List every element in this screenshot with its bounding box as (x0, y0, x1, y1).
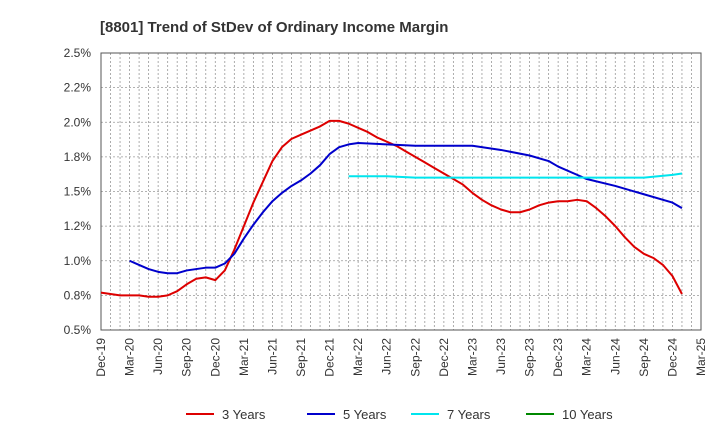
y-tick-label: 0.8% (64, 288, 92, 302)
x-tick-label: Jun-20 (151, 338, 165, 375)
y-tick-label: 2.5% (64, 46, 92, 60)
x-tick-label: Sep-21 (294, 338, 308, 377)
x-tick-label: Sep-23 (523, 338, 537, 377)
x-tick-label: Dec-22 (437, 338, 451, 377)
x-tick-label: Sep-24 (637, 338, 651, 377)
x-tick-label: Mar-22 (351, 338, 365, 376)
x-tick-label: Dec-21 (323, 338, 337, 377)
x-tick-label: Jun-22 (380, 338, 394, 375)
legend-item: 5 Years (307, 407, 387, 422)
y-tick-label: 1.8% (64, 150, 92, 164)
chart-title: [8801] Trend of StDev of Ordinary Income… (100, 19, 448, 36)
x-tick-label: Mar-20 (123, 338, 137, 376)
x-tick-label: Mar-21 (237, 338, 251, 376)
legend-label: 5 Years (343, 407, 387, 422)
grid (101, 52, 701, 331)
legend-label: 3 Years (222, 407, 266, 422)
plot-area (100, 52, 702, 331)
y-tick-label: 1.0% (64, 254, 92, 268)
series-lines (100, 119, 683, 298)
x-tick-label: Dec-19 (94, 338, 108, 377)
legend: 3 Years 5 Years 7 Years 10 Years (186, 407, 613, 422)
legend-item: 10 Years (526, 407, 613, 422)
y-axis: 0.5% 0.8% 1.0% 1.2% 1.5% 1.8% 2.0% 2.2% 2.5% (64, 46, 92, 337)
x-tick-label: Dec-24 (665, 338, 679, 377)
x-tick-label: Mar-23 (465, 338, 479, 376)
x-tick-label: Jun-21 (265, 338, 279, 375)
y-tick-label: 2.2% (64, 81, 92, 95)
y-tick-label: 1.2% (64, 219, 92, 233)
series-line-5-years (129, 142, 683, 275)
x-tick-label: Jun-23 (494, 338, 508, 375)
x-tick-label: Dec-20 (208, 338, 222, 377)
y-tick-label: 0.5% (64, 323, 92, 337)
x-axis: Dec-19 Mar-20 Jun-20 Sep-20 Dec-20 Mar-21 Jun-… (94, 338, 708, 377)
series-line-7-years (348, 172, 683, 179)
y-tick-label: 1.5% (64, 185, 92, 199)
x-tick-label: Sep-22 (408, 338, 422, 377)
legend-item: 7 Years (411, 407, 491, 422)
legend-label: 7 Years (447, 407, 491, 422)
x-tick-label: Jun-24 (608, 338, 622, 375)
y-tick-label: 2.0% (64, 115, 92, 129)
legend-item: 3 Years (186, 407, 266, 422)
x-tick-label: Mar-25 (694, 338, 708, 376)
x-tick-label: Sep-20 (180, 338, 194, 377)
x-tick-label: Mar-24 (580, 338, 594, 376)
legend-label: 10 Years (562, 407, 613, 422)
x-tick-label: Dec-23 (551, 338, 565, 377)
